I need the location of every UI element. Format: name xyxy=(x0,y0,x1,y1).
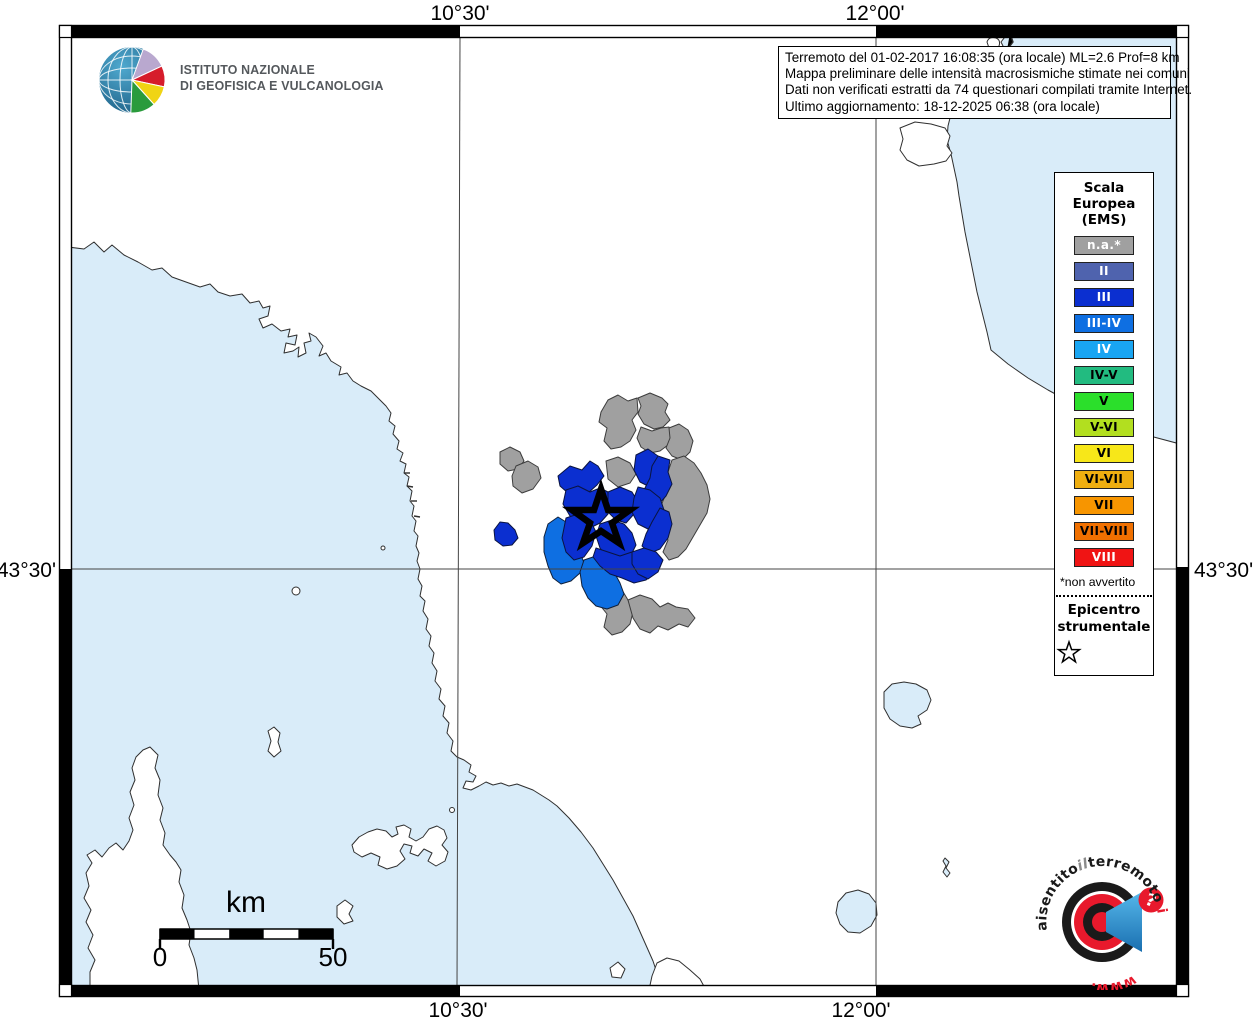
island-capraia xyxy=(267,726,282,758)
legend-swatch-na: n.a.* xyxy=(1074,236,1134,255)
municipality-polygon xyxy=(665,423,694,461)
municipality-polygon xyxy=(605,456,637,488)
event-info-line4: Ultimo aggiornamento: 18-12-2025 06:38 (… xyxy=(785,98,1100,114)
haisentitoilterremoto-logo: ? haisentitoilterremoto.it www. xyxy=(1032,850,1170,990)
scale-bar xyxy=(158,928,335,949)
legend-swatch-viii: VIII xyxy=(1074,548,1134,567)
tyrrhenian-sea xyxy=(71,241,661,986)
scalebar-unit-label: km xyxy=(226,886,266,919)
municipality-polygon xyxy=(641,507,673,554)
intensity-legend: Scala Europea (EMS) n.a.* II III III-IV … xyxy=(1054,172,1154,676)
municipality-polygon xyxy=(598,394,639,450)
legend-star-icon xyxy=(1056,639,1082,664)
lake-bolsena xyxy=(835,889,878,934)
legend-star xyxy=(1055,635,1153,675)
legend-divider xyxy=(1056,595,1152,597)
globe-wedges xyxy=(130,48,166,114)
legend-title-line2: Europea xyxy=(1072,196,1136,212)
legend-title-line3: (EMS) xyxy=(1081,212,1127,228)
lake-trasimeno xyxy=(883,681,932,729)
legend-swatch-v-vi: V-VI xyxy=(1074,418,1134,437)
legend-swatch-v: V xyxy=(1074,392,1134,411)
promontory-argentario xyxy=(649,957,705,986)
logo-megaphone-icon xyxy=(1106,892,1142,952)
ingv-name-line1: ISTITUTO NAZIONALE xyxy=(180,62,315,77)
graticule xyxy=(71,37,1177,986)
axis-label-right-lat: 43°30' xyxy=(1194,559,1254,582)
axis-label-top-left-lon: 10°30' xyxy=(430,2,490,25)
legend-swatch-iv-v: IV-V xyxy=(1074,366,1134,385)
municipality-polygon xyxy=(493,521,519,547)
legend-footnote: *non avvertito xyxy=(1060,575,1136,589)
scalebar-end-label: 50 xyxy=(318,942,348,972)
legend-swatch-iii-iv: III-IV xyxy=(1074,314,1134,333)
ingv-logo-text: ISTITUTO NAZIONALE DI GEOFISICA E VULCAN… xyxy=(180,62,384,93)
scalebar-start-label: 0 xyxy=(152,942,168,972)
municipality-polygon xyxy=(637,392,671,430)
logo-url-www: www. xyxy=(1087,971,1140,990)
legend-swatch-iii: III xyxy=(1074,288,1134,307)
legend-swatch-ii: II xyxy=(1074,262,1134,281)
event-info-box: Terremoto del 01-02-2017 16:08:35 (ora l… xyxy=(778,46,1193,119)
island-pianosa xyxy=(336,899,354,925)
municipality-polygon xyxy=(659,455,711,561)
axis-label-top-right-lon: 12°00' xyxy=(845,2,905,25)
axis-label-left-lat: 43°30' xyxy=(0,559,56,582)
lagoon-island-ne xyxy=(899,121,953,167)
island-giglio xyxy=(609,961,626,979)
axis-label-bottom-right-lon: 12°00' xyxy=(831,999,891,1022)
legend-swatches: n.a.* II III III-IV IV IV-V V V-VI VI VI… xyxy=(1055,236,1153,567)
legend-epicenter-line2: strumentale xyxy=(1057,618,1151,635)
island-gorgona xyxy=(291,586,301,596)
event-info-line2: Mappa preliminare delle intensità macros… xyxy=(785,66,1190,82)
legend-epicenter-line1: Epicentro xyxy=(1067,602,1141,618)
island-montecristo xyxy=(449,807,455,813)
legend-epicenter-label: Epicentro strumentale xyxy=(1055,597,1153,635)
event-info-line3: Dati non verificati estratti da 74 quest… xyxy=(785,82,1193,98)
logo-question-icon: ? xyxy=(1138,887,1164,913)
ingv-name-line2: DI GEOFISICA E VULCANOLOGIA xyxy=(180,77,384,93)
municipality-polygon xyxy=(511,460,542,494)
municipalities-na xyxy=(499,392,711,636)
legend-swatch-vi-vii: VI-VII xyxy=(1074,470,1134,489)
municipality-polygon xyxy=(627,594,696,634)
island-elba xyxy=(351,824,449,870)
legend-title-line1: Scala xyxy=(1083,180,1125,196)
legend-swatch-vii: VII xyxy=(1074,496,1134,515)
legend-swatch-vi: VI xyxy=(1074,444,1134,463)
legend-swatch-iv: IV xyxy=(1074,340,1134,359)
map-frame xyxy=(58,24,1190,998)
lake-small xyxy=(942,857,951,878)
epicenter-star xyxy=(561,478,641,552)
municipality-polygon xyxy=(631,547,664,580)
islet-meloria xyxy=(380,545,386,551)
ingv-logo-globe xyxy=(99,47,166,114)
meridian-10-30 xyxy=(456,37,461,986)
legend-title: Scala Europea (EMS) xyxy=(1055,173,1153,228)
event-info-line1: Terremoto del 01-02-2017 16:08:35 (ora l… xyxy=(785,50,1180,65)
axis-label-bottom-left-lon: 10°30' xyxy=(428,999,488,1022)
legend-swatch-vii-viii: VII-VIII xyxy=(1074,522,1134,541)
island-corsica xyxy=(83,746,200,986)
logo-url-bottom-arc: www. xyxy=(1087,971,1140,990)
